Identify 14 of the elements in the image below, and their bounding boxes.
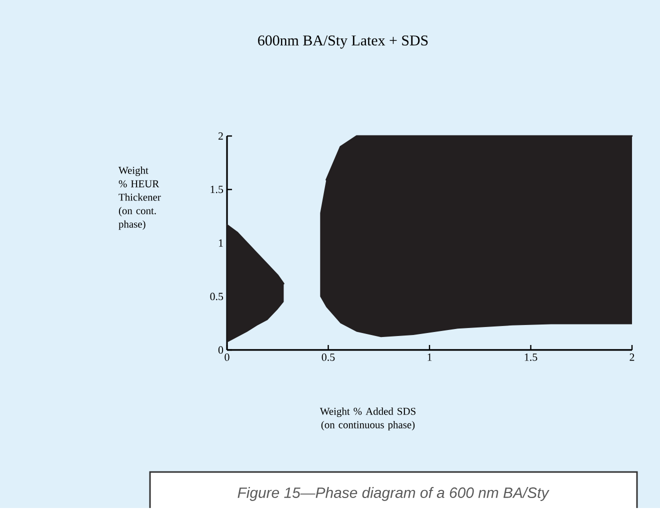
y-tick-label: 1.5	[210, 186, 224, 194]
caption: Figure 15—Phase diagram of a 600 nm BA/Sty	[238, 487, 550, 502]
x-axis-title: Weight % Added SDS (on continuous phase)	[320, 408, 416, 431]
x-tick-label: 0	[224, 354, 230, 362]
y-axis-title: Weight % HEUR Thickener (on cont. phase)	[118, 166, 161, 230]
chart-title: 600nm BA/Sty Latex + SDS	[258, 36, 428, 49]
y-tick-label: 1	[218, 239, 223, 247]
x-tick-label: 0.5	[322, 354, 335, 362]
x-tick-label: 2	[630, 354, 634, 361]
y-tick-label: 2	[218, 132, 223, 140]
x-tick-label: 1.5	[524, 354, 538, 362]
y-tick-label: 0	[218, 346, 224, 354]
x-tick-label: 1	[428, 354, 432, 361]
y-tick-label: 0.5	[210, 292, 224, 300]
